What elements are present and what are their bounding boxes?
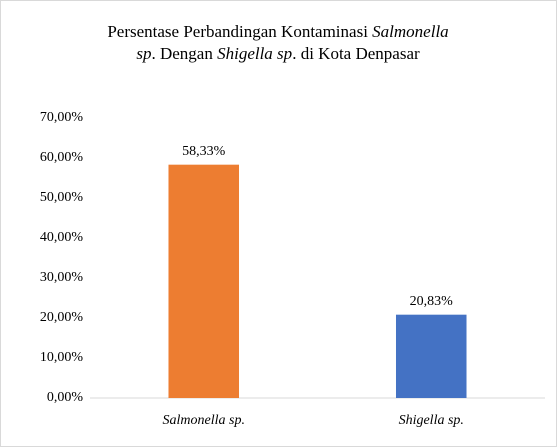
- title-segment: Persentase Perbandingan Kontaminasi: [107, 22, 372, 41]
- data-label: 20,83%: [410, 294, 454, 309]
- y-tick-label: 0,00%: [47, 390, 84, 405]
- y-tick-label: 10,00%: [40, 350, 84, 365]
- y-tick-label: 60,00%: [40, 150, 84, 165]
- bar: [168, 164, 240, 398]
- bar: [395, 314, 467, 398]
- y-tick-label: 20,00%: [40, 310, 84, 325]
- title-segment: Shigella sp: [217, 44, 292, 63]
- title-segment: . di Kota Denpasar: [292, 44, 420, 63]
- data-label: 58,33%: [182, 144, 226, 159]
- title-segment: Salmonella: [372, 22, 449, 41]
- chart-title: Persentase Perbandingan Kontaminasi Salm…: [107, 22, 448, 41]
- title-segment: . Dengan: [151, 44, 217, 63]
- y-tick-label: 40,00%: [40, 230, 84, 245]
- y-tick-label: 70,00%: [40, 110, 84, 125]
- y-tick-label: 30,00%: [40, 270, 84, 285]
- chart-title: sp. Dengan Shigella sp. di Kota Denpasar: [136, 44, 420, 63]
- y-tick-label: 50,00%: [40, 190, 84, 205]
- title-segment: sp: [136, 44, 151, 63]
- x-tick-label: Salmonella sp.: [163, 413, 245, 428]
- x-tick-label: Shigella sp.: [399, 413, 464, 428]
